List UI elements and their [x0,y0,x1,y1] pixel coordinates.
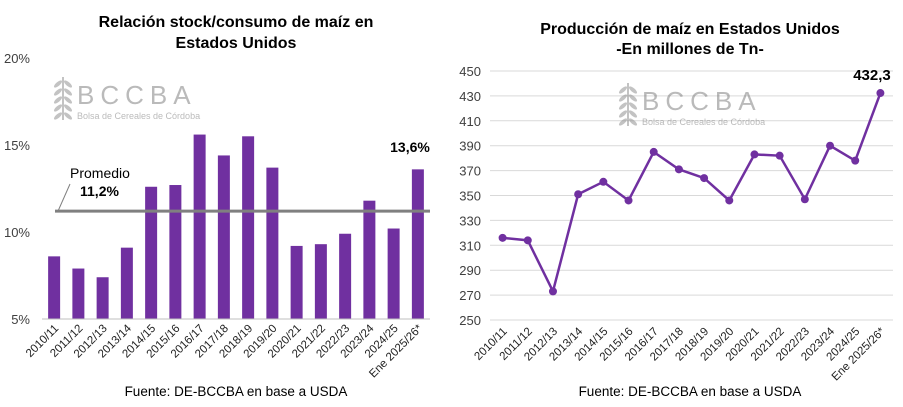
left-source: Fuente: DE-BCCBA en base a USDA [125,384,348,399]
left-chart-title: Relación stock/consumo de maíz en [99,14,374,31]
bar [387,228,400,319]
data-point [800,195,809,204]
right-chart-title: Producción de maíz en Estados Unidos [540,21,840,38]
bar [363,200,376,319]
data-point [826,141,835,150]
data-point [725,196,734,205]
data-point [876,89,885,98]
bar [266,167,279,319]
right-source: Fuente: DE-BCCBA en base a USDA [579,384,802,399]
bar [290,245,303,319]
y-tick-label: 250 [459,313,481,328]
y-tick-label: 5% [11,312,30,327]
data-point [624,196,633,205]
data-point [599,177,608,186]
y-tick-label: 290 [459,263,481,278]
y-tick-label: 450 [459,64,481,79]
y-tick-label: 310 [459,238,481,253]
data-point [674,165,683,174]
logo-name: BCCBA [77,80,197,110]
last-value-label: 13,6% [390,139,430,155]
production-line [502,92,882,295]
left-chart-title: Estados Unidos [176,35,297,52]
bar [242,136,255,319]
bar [48,256,61,319]
data-point [700,174,709,183]
right-chart-title: -En millones de Tn- [616,41,764,58]
data-point [523,236,532,245]
y-tick-label: 390 [459,139,481,154]
y-tick-label: 370 [459,164,481,179]
bar [120,247,133,319]
bar [314,244,327,319]
bar [217,155,230,319]
data-point [574,190,583,199]
y-tick-label: 430 [459,89,481,104]
data-point [548,287,557,296]
bar [72,268,85,319]
logo-subtitle: Bolsa de Cereales de Córdoba [642,117,765,127]
y-tick-label: 15% [4,138,30,153]
average-label: Promedio [70,165,130,181]
y-tick-label: 10% [4,225,30,240]
average-leader [57,183,71,212]
bar [145,186,158,319]
logo-subtitle: Bolsa de Cereales de Córdoba [77,111,200,121]
y-tick-label: 20% [4,51,30,66]
data-point [775,151,784,160]
bar [339,233,352,319]
bar [96,277,109,319]
bar [169,185,182,319]
data-point [649,147,658,156]
average-value: 11,2% [80,183,119,199]
bar [411,169,424,319]
last-value-label: 432,3 [853,67,891,84]
data-point [851,156,860,165]
y-tick-label: 410 [459,114,481,129]
data-point [750,150,759,159]
y-tick-label: 350 [459,189,481,204]
bar [193,134,206,319]
y-tick-label: 270 [459,288,481,303]
y-tick-label: 330 [459,213,481,228]
data-point [498,233,507,242]
logo-name: BCCBA [642,86,762,116]
